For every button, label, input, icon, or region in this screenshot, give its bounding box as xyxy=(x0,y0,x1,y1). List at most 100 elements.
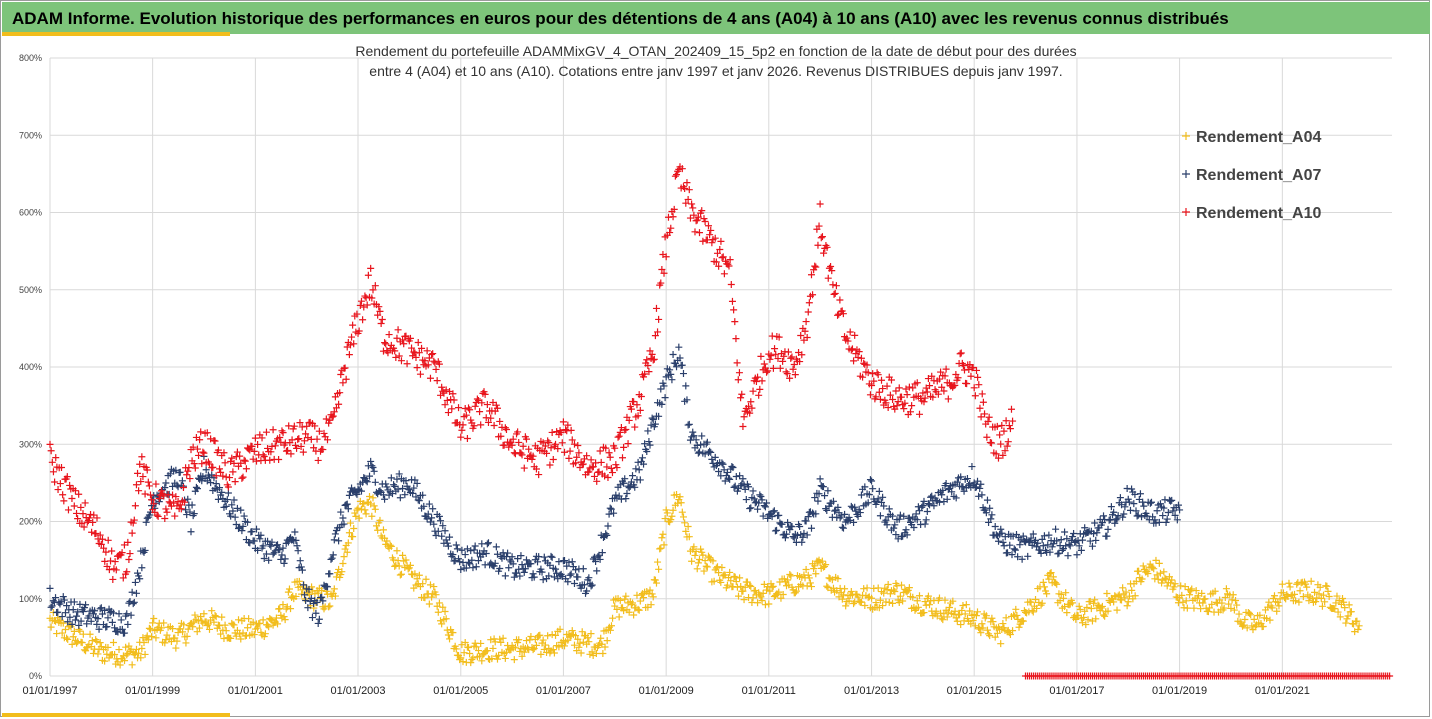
data-point xyxy=(932,607,940,615)
data-point xyxy=(926,501,934,509)
data-point xyxy=(299,448,307,456)
data-point xyxy=(518,451,526,459)
data-point xyxy=(902,526,910,534)
data-point xyxy=(547,552,555,560)
data-point xyxy=(986,504,994,512)
data-point xyxy=(694,559,702,567)
data-point xyxy=(492,401,500,409)
data-point xyxy=(162,505,170,513)
data-point xyxy=(1155,559,1163,567)
data-point xyxy=(279,601,287,609)
data-point xyxy=(137,654,145,662)
data-point xyxy=(735,592,743,600)
data-point xyxy=(237,635,245,643)
data-point xyxy=(697,441,705,449)
data-point xyxy=(923,388,931,396)
data-point xyxy=(544,632,552,640)
data-point xyxy=(193,445,201,453)
data-point xyxy=(216,465,224,473)
x-tick-label: 01/01/1999 xyxy=(125,685,180,697)
data-point xyxy=(895,515,903,523)
data-point xyxy=(1149,563,1157,571)
data-point xyxy=(510,573,518,581)
data-point xyxy=(313,435,321,443)
data-point xyxy=(239,522,247,530)
data-point xyxy=(790,360,798,368)
data-point xyxy=(406,561,414,569)
data-point xyxy=(718,254,726,262)
data-point xyxy=(991,522,999,530)
data-point xyxy=(1043,590,1051,598)
data-point xyxy=(949,597,957,605)
data-point xyxy=(425,500,433,508)
data-point xyxy=(128,661,136,669)
data-point xyxy=(1027,534,1035,542)
data-point xyxy=(162,479,170,487)
data-point xyxy=(736,574,744,582)
data-point xyxy=(886,391,894,399)
data-point xyxy=(1028,607,1036,615)
data-point xyxy=(137,478,145,486)
data-point xyxy=(195,451,203,459)
data-point xyxy=(1293,580,1301,588)
data-point xyxy=(178,477,186,485)
data-point xyxy=(874,584,882,592)
data-point xyxy=(579,565,587,573)
data-point xyxy=(376,516,384,524)
data-point xyxy=(1148,498,1155,506)
data-point xyxy=(850,357,858,365)
data-point xyxy=(859,373,867,381)
data-point xyxy=(607,622,615,630)
data-point xyxy=(345,491,353,499)
data-point xyxy=(414,496,422,504)
data-point xyxy=(636,597,644,605)
data-point xyxy=(636,406,644,414)
data-point xyxy=(1107,503,1115,511)
data-point xyxy=(861,483,869,491)
data-point xyxy=(1179,598,1187,606)
data-point xyxy=(845,597,853,605)
data-point xyxy=(1146,499,1154,507)
data-point xyxy=(182,639,190,647)
data-point xyxy=(435,599,443,607)
data-point xyxy=(396,494,404,502)
data-point xyxy=(123,651,131,659)
data-point xyxy=(1076,606,1084,614)
data-point xyxy=(593,477,601,485)
data-point xyxy=(592,650,600,658)
data-point xyxy=(895,384,903,392)
data-point xyxy=(282,447,290,455)
data-point xyxy=(746,505,754,513)
data-point xyxy=(1347,608,1355,616)
data-point xyxy=(938,491,946,499)
data-point xyxy=(339,514,347,522)
data-point xyxy=(870,377,878,385)
data-point xyxy=(529,570,537,578)
data-point xyxy=(303,422,311,430)
data-point xyxy=(685,186,693,194)
data-point xyxy=(690,543,698,551)
data-point xyxy=(883,382,891,390)
data-point xyxy=(104,643,112,651)
data-point xyxy=(1057,590,1065,598)
data-point xyxy=(812,570,820,578)
data-point xyxy=(124,538,132,546)
data-point xyxy=(1274,598,1282,606)
data-point xyxy=(522,637,530,645)
data-point xyxy=(749,487,757,495)
data-point xyxy=(651,420,659,428)
data-point xyxy=(918,503,926,511)
data-point xyxy=(1297,579,1305,587)
data-point xyxy=(710,577,718,585)
data-point xyxy=(381,495,389,503)
data-point xyxy=(587,630,595,638)
data-point xyxy=(911,606,919,614)
data-point xyxy=(98,610,106,618)
data-point xyxy=(459,658,467,666)
data-point xyxy=(122,643,130,651)
data-point xyxy=(732,335,740,343)
data-point xyxy=(366,493,374,501)
data-point xyxy=(616,428,624,436)
data-point xyxy=(481,390,489,398)
data-point xyxy=(1132,507,1140,515)
